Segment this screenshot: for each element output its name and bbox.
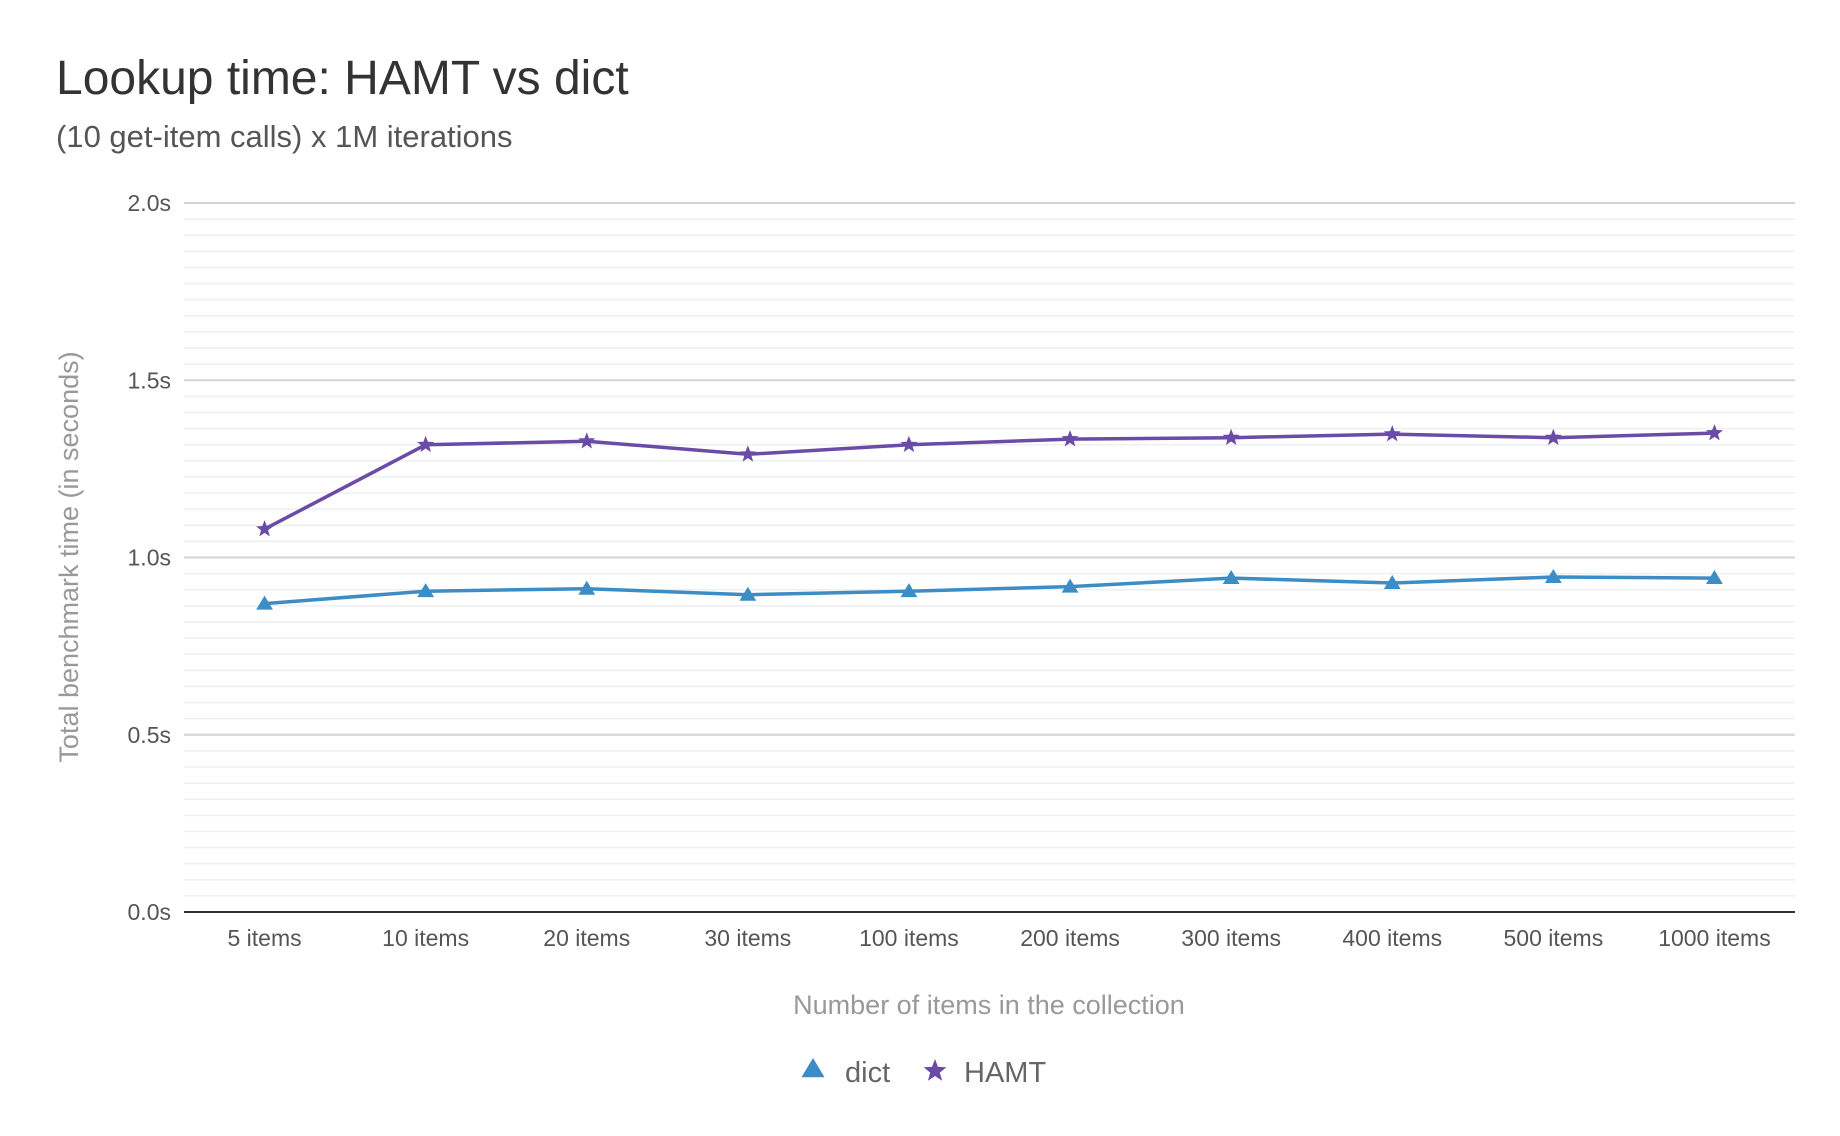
- data-point-hamt: [417, 435, 435, 453]
- data-point-dict: [1222, 570, 1240, 585]
- data-point-hamt: [1222, 428, 1240, 445]
- x-axis-ticks: 5 items 10 items 20 items 30 items 100 items…: [227, 925, 1770, 951]
- gridlines: [184, 202, 1795, 897]
- data-point-dict: [256, 595, 273, 610]
- legend-triangle-icon: [801, 1058, 825, 1078]
- series-group: [256, 424, 1723, 610]
- legend-label-hamt: HAMT: [964, 1057, 1046, 1089]
- data-point-hamt: [256, 520, 274, 537]
- x-tick-label: 30 items: [704, 925, 791, 951]
- data-point-hamt: [1383, 425, 1401, 442]
- y-tick-label: 0.5s: [128, 722, 171, 748]
- chart-title: Lookup time: HAMT vs dict: [56, 52, 629, 105]
- data-point-hamt: [1061, 430, 1079, 447]
- data-point-dict: [1061, 578, 1079, 593]
- y-tick-label: 1.5s: [128, 367, 171, 393]
- y-axis-label: Total benchmark time (in seconds): [54, 351, 84, 762]
- series-line-dict: [264, 575, 1715, 606]
- x-tick-label: 10 items: [382, 925, 469, 951]
- data-point-dict: [1383, 575, 1401, 590]
- legend-star-icon: [923, 1059, 947, 1081]
- data-point-hamt: [900, 435, 918, 453]
- legend-label-dict: dict: [845, 1057, 890, 1089]
- y-tick-label: 0.0s: [128, 899, 171, 925]
- y-tick-label: 1.0s: [128, 545, 171, 571]
- data-point-hamt: [578, 432, 596, 449]
- x-tick-label: 400 items: [1342, 925, 1442, 951]
- data-point-hamt: [1544, 428, 1562, 445]
- x-tick-label: 300 items: [1181, 925, 1281, 951]
- y-axis-ticks: 0.0s 0.5s 1.0s 1.5s 2.0s: [128, 190, 171, 925]
- data-point-hamt: [739, 445, 757, 462]
- data-point-dict: [417, 583, 435, 598]
- x-tick-label: 500 items: [1503, 925, 1603, 951]
- data-point-dict: [900, 583, 918, 598]
- series-line-hamt: [263, 431, 1715, 531]
- legend: dict HAMT: [801, 1057, 1046, 1089]
- x-tick-label: 1000 items: [1658, 925, 1771, 951]
- data-point-dict: [1706, 570, 1723, 585]
- data-point-dict: [739, 586, 757, 601]
- x-tick-label: 200 items: [1020, 925, 1120, 951]
- x-axis-label: Number of items in the collection: [793, 990, 1185, 1020]
- y-tick-label: 2.0s: [128, 190, 171, 216]
- data-point-dict: [1544, 568, 1562, 583]
- x-tick-label: 100 items: [859, 925, 959, 951]
- x-tick-label: 5 items: [227, 925, 301, 951]
- data-point-hamt: [1705, 424, 1723, 441]
- data-point-dict: [578, 580, 596, 595]
- chart-subtitle: (10 get-item calls) x 1M iterations: [56, 119, 513, 154]
- x-tick-label: 20 items: [543, 925, 630, 951]
